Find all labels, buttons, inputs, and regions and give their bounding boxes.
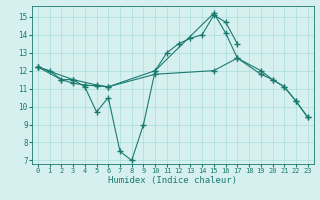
- X-axis label: Humidex (Indice chaleur): Humidex (Indice chaleur): [108, 176, 237, 185]
